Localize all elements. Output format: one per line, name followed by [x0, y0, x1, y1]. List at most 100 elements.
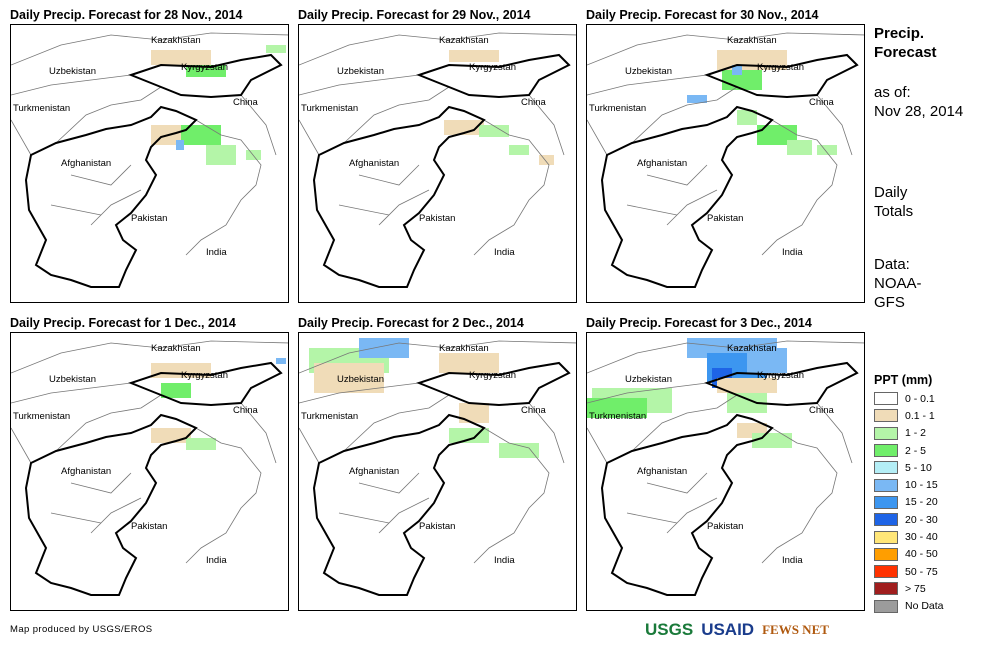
panel-title: Daily Precip. Forecast for 2 Dec., 2014: [298, 316, 524, 330]
country-label-kyrgyzstan: Kyrgyzstan: [181, 62, 228, 73]
map-panel: Kazakhstan Uzbekistan Kyrgyzstan Turkmenist…: [10, 332, 289, 611]
precip-area: [787, 140, 812, 155]
country-label-kazakhstan: Kazakhstan: [727, 35, 777, 46]
precip-area: [151, 428, 191, 443]
country-label-uzbekistan: Uzbekistan: [337, 374, 384, 385]
country-label-china: China: [521, 97, 547, 108]
legend-swatch: [874, 495, 898, 509]
country-label-turkmenistan: Turkmenistan: [589, 411, 646, 422]
legend-label: 1 - 2: [905, 427, 927, 440]
admin-boundaries: [11, 32, 288, 256]
legend-item: 30 - 40: [874, 528, 944, 545]
legend-swatch: [874, 582, 898, 596]
precip-area: [509, 145, 529, 155]
map-panel: Kazakhstan Uzbekistan Kyrgyzstan Turkmenist…: [586, 24, 865, 303]
country-boundaries: [600, 361, 859, 596]
country-label-china: China: [521, 405, 547, 416]
map-panel: Kazakhstan Uzbekistan Kyrgyzstan Turkmenist…: [298, 332, 577, 611]
legend-label: 5 - 10: [905, 461, 932, 474]
country-label-china: China: [233, 405, 259, 416]
daily-line1: Daily: [874, 184, 908, 201]
precip-map: Kazakhstan Uzbekistan Kyrgyzstan Turkmenist…: [299, 32, 576, 288]
country-label-kyrgyzstan: Kyrgyzstan: [469, 62, 516, 73]
country-label-afghanistan: Afghanistan: [349, 158, 399, 169]
precip-map: Kazakhstan Uzbekistan Kyrgyzstan Turkmenist…: [299, 338, 576, 596]
country-label-india: India: [494, 555, 515, 566]
precip-area: [276, 358, 286, 364]
country-label-turkmenistan: Turkmenistan: [301, 103, 358, 114]
legend-swatch: [874, 426, 898, 440]
country-label-pakistan: Pakistan: [707, 521, 743, 532]
legend-swatch: [874, 478, 898, 492]
legend-swatch: [874, 599, 898, 613]
legend-label: 40 - 50: [905, 548, 938, 561]
precip-area: [186, 438, 216, 450]
as-of-label: as of:: [874, 84, 911, 101]
country-label-kyrgyzstan: Kyrgyzstan: [757, 62, 804, 73]
legend-swatch: [874, 461, 898, 475]
admin-boundaries: [299, 340, 576, 564]
legend-label: 30 - 40: [905, 531, 938, 544]
legend-swatch: [874, 444, 898, 458]
country-label-kazakhstan: Kazakhstan: [439, 343, 489, 354]
admin-boundaries: [299, 32, 576, 256]
country-label-afghanistan: Afghanistan: [61, 158, 111, 169]
precip-area: [539, 155, 554, 165]
precip-area: [727, 393, 767, 413]
map-panel: Kazakhstan Uzbekistan Kyrgyzstan Turkmenist…: [10, 24, 289, 303]
legend-label: 0.1 - 1: [905, 409, 935, 422]
precip-area: [186, 65, 226, 77]
precip-area: [732, 65, 742, 75]
country-boundaries: [312, 53, 571, 288]
country-label-uzbekistan: Uzbekistan: [337, 66, 384, 77]
legend-label: > 75: [905, 582, 926, 595]
country-label-pakistan: Pakistan: [131, 521, 167, 532]
precip-area: [151, 50, 211, 65]
panel-title: Daily Precip. Forecast for 29 Nov., 2014: [298, 8, 531, 22]
country-boundaries: [312, 361, 571, 596]
country-label-uzbekistan: Uzbekistan: [49, 66, 96, 77]
legend-item: 40 - 50: [874, 546, 944, 563]
country-label-pakistan: Pakistan: [419, 213, 455, 224]
legend-item: 50 - 75: [874, 563, 944, 580]
data-source-line1: NOAA-: [874, 275, 922, 292]
fews-logo: FEWS NET: [762, 622, 829, 637]
legend-swatch: [874, 409, 898, 423]
precip-area: [717, 378, 777, 393]
legend-label: 20 - 30: [905, 513, 938, 526]
country-label-turkmenistan: Turkmenistan: [13, 411, 70, 422]
precip-area: [752, 433, 792, 448]
legend-item: 15 - 20: [874, 494, 944, 511]
side-title-line2: Forecast: [874, 44, 937, 61]
legend-item: 20 - 30: [874, 511, 944, 528]
legend-title: PPT (mm): [874, 373, 933, 387]
country-label-india: India: [782, 555, 803, 566]
as-of-date: Nov 28, 2014: [874, 103, 964, 120]
legend-swatch: [874, 530, 898, 544]
side-title: Precip. Forecast: [874, 24, 937, 62]
precip-area: [459, 403, 489, 423]
legend-swatch: [874, 565, 898, 579]
credit-text: Map produced by USGS/EROS: [10, 624, 153, 635]
country-label-kazakhstan: Kazakhstan: [151, 343, 201, 354]
country-label-turkmenistan: Turkmenistan: [13, 103, 70, 114]
country-label-india: India: [782, 247, 803, 258]
legend-label: 50 - 75: [905, 565, 938, 578]
country-label-afghanistan: Afghanistan: [637, 158, 687, 169]
legend-item: 10 - 15: [874, 476, 944, 493]
country-label-china: China: [233, 97, 259, 108]
legend-label: 10 - 15: [905, 479, 938, 492]
daily-line2: Totals: [874, 203, 914, 220]
precip-map: Kazakhstan Uzbekistan Kyrgyzstan Turkmenist…: [587, 338, 864, 596]
country-label-turkmenistan: Turkmenistan: [589, 103, 646, 114]
legend-swatch: [874, 547, 898, 561]
country-label-turkmenistan: Turkmenistan: [301, 411, 358, 422]
country-label-india: India: [494, 247, 515, 258]
legend-label: 2 - 5: [905, 444, 927, 457]
precip-area: [266, 45, 286, 53]
country-label-uzbekistan: Uzbekistan: [625, 374, 672, 385]
country-label-china: China: [809, 405, 835, 416]
country-boundaries: [600, 53, 859, 288]
legend-label: 15 - 20: [905, 496, 938, 509]
legend-label: No Data: [905, 600, 944, 613]
